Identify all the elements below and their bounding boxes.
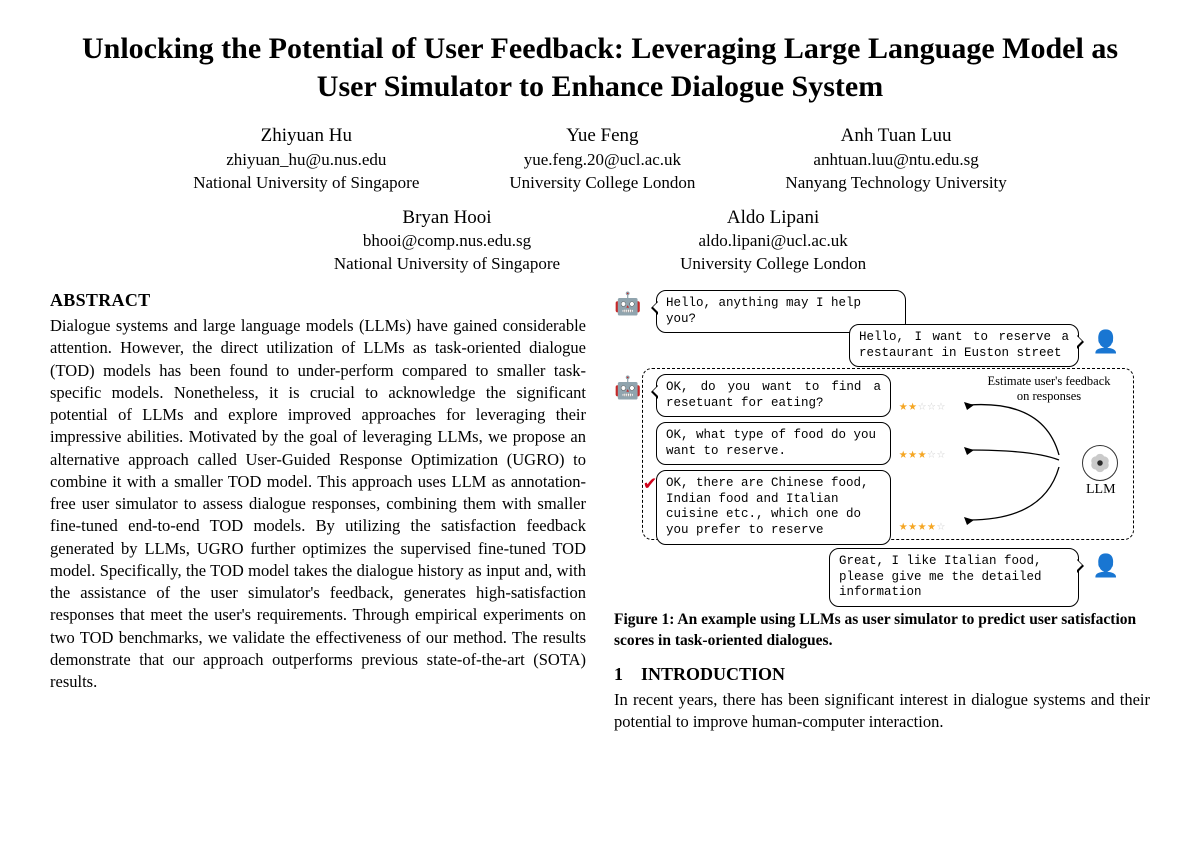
check-icon: ✔ xyxy=(644,470,656,496)
author-name: Aldo Lipani xyxy=(680,205,866,231)
robot-icon: 🤖 xyxy=(614,292,641,318)
abstract-heading: ABSTRACT xyxy=(50,290,586,311)
author-affil: University College London xyxy=(509,172,695,195)
robot-icon: 🤖 xyxy=(614,376,641,402)
author-4: Bryan Hooi bhooi@comp.nus.edu.sg Nationa… xyxy=(334,205,560,277)
author-email: anhtuan.luu@ntu.edu.sg xyxy=(785,149,1006,172)
bubble-candidate-3: OK, there are Chinese food, Indian food … xyxy=(656,470,891,545)
author-affil: National University of Singapore xyxy=(334,253,560,276)
author-email: zhiyuan_hu@u.nus.edu xyxy=(193,149,419,172)
author-3: Anh Tuan Luu anhtuan.luu@ntu.edu.sg Nany… xyxy=(785,123,1006,195)
author-email: bhooi@comp.nus.edu.sg xyxy=(334,230,560,253)
author-row-1: Zhiyuan Hu zhiyuan_hu@u.nus.edu National… xyxy=(50,123,1150,195)
author-1: Zhiyuan Hu zhiyuan_hu@u.nus.edu National… xyxy=(193,123,419,195)
author-name: Bryan Hooi xyxy=(334,205,560,231)
section-1-heading: 1 INTRODUCTION xyxy=(614,664,1150,685)
llm-label: LLM xyxy=(1086,482,1116,498)
author-email: yue.feng.20@ucl.ac.uk xyxy=(509,149,695,172)
authors-block: Zhiyuan Hu zhiyuan_hu@u.nus.edu National… xyxy=(50,123,1150,276)
author-affil: National University of Singapore xyxy=(193,172,419,195)
figure-1: 🤖 Hello, anything may I help you? Hello,… xyxy=(614,290,1150,600)
author-name: Anh Tuan Luu xyxy=(785,123,1006,149)
bubble-candidate-1: OK, do you want to find a resetuant for … xyxy=(656,374,891,417)
author-email: aldo.lipani@ucl.ac.uk xyxy=(680,230,866,253)
llm-icon xyxy=(1082,445,1118,481)
right-column: 🤖 Hello, anything may I help you? Hello,… xyxy=(614,290,1150,733)
author-name: Yue Feng xyxy=(509,123,695,149)
rating-stars-3: ★★★★☆ xyxy=(899,518,946,535)
feedback-arrows xyxy=(964,395,1094,530)
author-row-2: Bryan Hooi bhooi@comp.nus.edu.sg Nationa… xyxy=(50,205,1150,277)
user-icon: 👤 xyxy=(1092,554,1119,580)
bubble-user-2: Great, I like Italian food, please give … xyxy=(829,548,1079,607)
author-name: Zhiyuan Hu xyxy=(193,123,419,149)
author-affil: University College London xyxy=(680,253,866,276)
bubble-candidate-2: OK, what type of food do you want to res… xyxy=(656,422,891,465)
abstract-text: Dialogue systems and large language mode… xyxy=(50,315,586,694)
rating-stars-1: ★★☆☆☆ xyxy=(899,398,946,415)
user-icon: 👤 xyxy=(1092,330,1119,356)
figure-caption: Figure 1: An example using LLMs as user … xyxy=(614,610,1150,652)
paper-title: Unlocking the Potential of User Feedback… xyxy=(50,30,1150,105)
author-2: Yue Feng yue.feng.20@ucl.ac.uk Universit… xyxy=(509,123,695,195)
author-5: Aldo Lipani aldo.lipani@ucl.ac.uk Univer… xyxy=(680,205,866,277)
rating-stars-2: ★★★☆☆ xyxy=(899,446,946,463)
author-affil: Nanyang Technology University xyxy=(785,172,1006,195)
left-column: ABSTRACT Dialogue systems and large lang… xyxy=(50,290,586,733)
bubble-user-1: Hello, I want to reserve a restaurant in… xyxy=(849,324,1079,367)
intro-text: In recent years, there has been signific… xyxy=(614,689,1150,734)
